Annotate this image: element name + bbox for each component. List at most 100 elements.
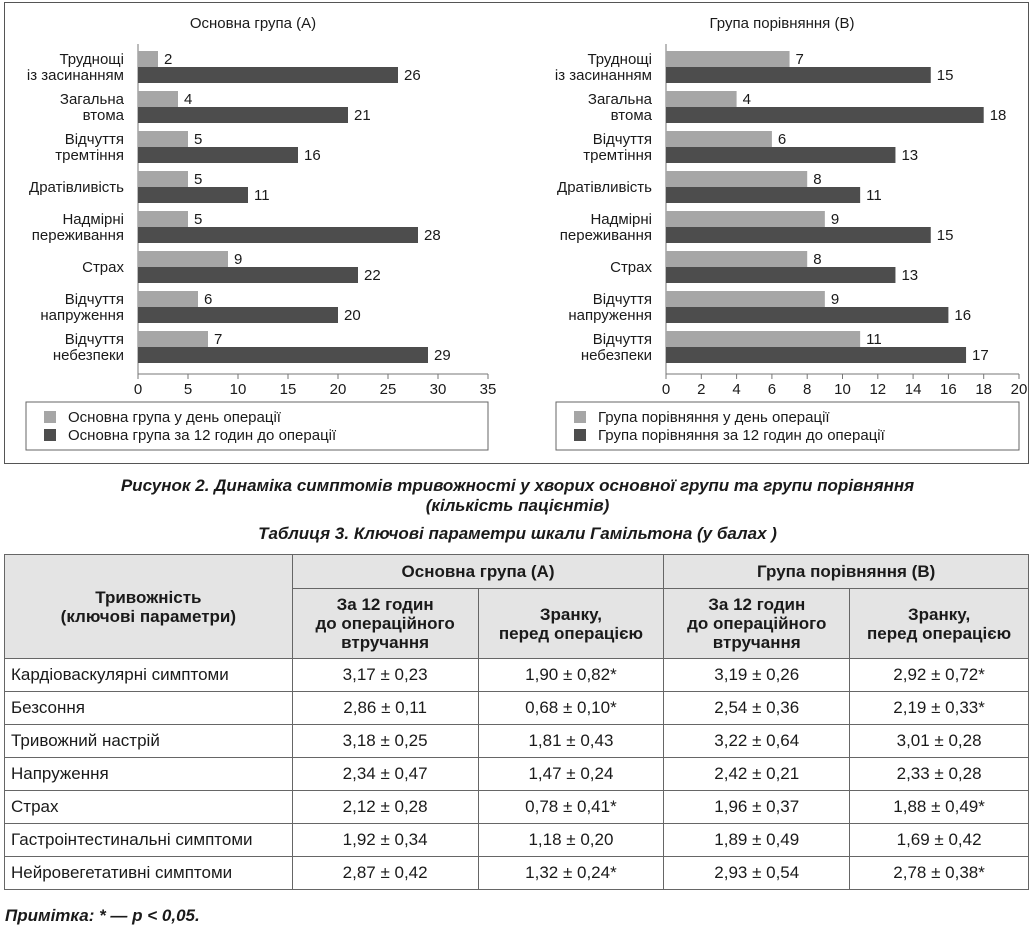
data-label: 6 [204,291,212,308]
x-tick-label: 18 [975,381,992,398]
group-b-morning-header: Зранку, перед операцією [849,588,1029,659]
data-label: 2 [164,51,172,68]
category-label: Відчуття [65,331,124,348]
category-label: небезпеки [581,347,652,364]
value-cell: 2,54 ± 0,36 [663,691,851,725]
data-label: 5 [194,211,202,228]
value-cell: 1,32 ± 0,24* [477,856,665,890]
bar [138,347,428,363]
param-cell: Кардіоваскулярні симптоми [4,658,293,692]
category-label: Дратівливість [29,179,124,196]
category-label: напруження [568,307,652,324]
col-morning-line1: Зранку, [539,604,603,624]
data-label: 11 [866,187,882,204]
category-label: напруження [40,307,124,324]
x-tick-label: 30 [430,381,447,398]
col-12h-line2: до операційного [315,614,455,633]
value-cell: 2,42 ± 0,21 [663,757,851,791]
data-label: 11 [866,331,882,348]
col-morning-line2: перед операцією [867,623,1012,643]
x-tick-label: 20 [330,381,347,398]
value-cell: 1,90 ± 0,82* [477,658,665,692]
table-caption-text: Ключові параметри шкали Гамільтона (у ба… [353,524,777,543]
category-label: Загальна [588,91,653,108]
bar [666,107,984,123]
value-cell: 1,92 ± 0,34 [291,823,479,857]
table-row: Страх 2,12 ± 0,28 0,78 ± 0,41* 1,96 ± 0,… [4,790,1029,824]
bar-charts: Основна група (А)0 5 10 15 20 25 30 35Труднощіі… [25,15,1027,451]
bar [138,307,338,323]
bar [666,67,931,83]
bar [138,67,398,83]
category-label: Дратівливість [557,179,652,196]
data-label: 29 [434,347,451,364]
data-label: 15 [937,67,954,84]
x-tick-label: 25 [380,381,397,398]
x-tick-label: 35 [480,381,497,398]
bar [138,131,188,147]
x-tick-label: 14 [905,381,922,398]
data-label: 18 [990,107,1007,124]
bar [666,171,808,187]
figure-frame [4,2,1029,464]
x-tick-label: 4 [732,381,740,398]
bar [138,251,228,267]
col-12h-line1: За 12 годин [708,595,806,614]
legend-swatch [574,411,586,423]
data-label: 4 [743,91,751,108]
data-label: 7 [796,51,804,68]
col-12h-line3: втручання [712,633,801,652]
table-row: Гастроінтестинальні симптоми 1,92 ± 0,34… [4,823,1029,857]
data-label: 4 [184,91,192,108]
category-label: Загальна [60,91,125,108]
data-label: 15 [937,227,954,244]
legend-box [25,401,489,451]
bar [138,91,178,107]
value-cell: 3,22 ± 0,64 [663,724,851,758]
bar [666,187,861,203]
col-12h-line3: втручання [341,633,430,652]
legend-label: Група порівняння за 12 годин до операції [598,427,886,444]
bar [666,147,896,163]
legend-label: Група порівняння у день операції [598,409,830,426]
param-cell: Тривожний настрій [4,724,293,758]
value-cell: 3,18 ± 0,25 [291,724,479,758]
category-label: переживання [32,227,124,244]
data-label: 13 [901,267,918,284]
x-tick-label: 10 [230,381,247,398]
data-label: 16 [954,307,971,324]
data-label: 8 [813,251,821,268]
bar [666,291,825,307]
x-tick-label: 12 [869,381,886,398]
data-label: 9 [831,211,839,228]
group-b-header: Група порівняння (В) [663,554,1029,589]
x-tick-label: 6 [768,381,776,398]
category-label: Труднощі [59,51,124,68]
legend-swatch [44,411,56,423]
col-morning-line2: перед операцією [498,623,643,643]
value-cell: 3,01 ± 0,28 [849,724,1029,758]
table-row: Напруження 2,34 ± 0,47 1,47 ± 0,24 2,42 … [4,757,1029,791]
bar [138,187,248,203]
col-12h-line2: до операційного [687,614,827,633]
data-label: 9 [831,291,839,308]
bar [666,211,825,227]
chart-title: Група порівняння (В) [710,15,855,32]
category-label: із засинанням [27,67,124,84]
legend-box [555,401,1020,451]
value-cell: 0,68 ± 0,10* [477,691,665,725]
value-cell: 2,86 ± 0,11 [291,691,479,725]
value-cell: 1,96 ± 0,37 [663,790,851,824]
data-label: 8 [813,171,821,188]
bar [138,147,298,163]
param-cell: Напруження [4,757,293,791]
bar [666,51,790,67]
bar [666,91,737,107]
param-cell: Безсоння [4,691,293,725]
data-label: 9 [234,251,242,268]
bar [666,347,967,363]
table-row: Безсоння 2,86 ± 0,11 0,68 ± 0,10* 2,54 ±… [4,691,1029,725]
x-tick-label: 16 [940,381,957,398]
data-label: 26 [404,67,421,84]
bar [666,331,861,347]
